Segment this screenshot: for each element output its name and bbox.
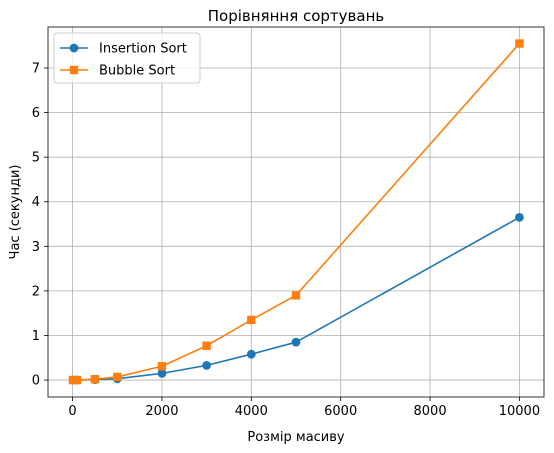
axis-ticks: 0 2000 4000 6000 8000 10000 0 1 2 3 4 5 6 7: [32, 62, 540, 419]
x-tick-label: 6000: [324, 404, 357, 419]
data-point-insertion-sort: [202, 360, 212, 370]
legend-marker-bubble-sort: [69, 65, 79, 75]
legend-marker-insertion-sort: [69, 43, 79, 53]
data-point-insertion-sort: [515, 212, 524, 222]
data-point-bubble-sort: [202, 341, 211, 350]
data-point-insertion-sort: [246, 349, 256, 359]
data-point-insertion-sort: [157, 368, 167, 378]
data-point-bubble-sort: [90, 374, 100, 384]
data-point-bubble-sort: [247, 315, 256, 325]
grid-lines: [48, 27, 544, 397]
data-point-bubble-sort: [157, 362, 167, 371]
series-bubble-sort: [68, 39, 524, 385]
data-point-bubble-sort: [291, 291, 301, 300]
plot-frame: [47, 26, 545, 398]
y-tick-label: 5: [32, 151, 40, 166]
series-layer: [68, 39, 524, 385]
y-tick-label: 1: [32, 329, 40, 344]
data-point-bubble-sort: [72, 375, 82, 385]
x-tick-label: 2000: [145, 404, 178, 419]
x-tick-label: 0: [68, 404, 76, 419]
y-tick-label: 4: [32, 195, 40, 210]
legend-item-insertion-sort: Insertion Sort: [60, 42, 187, 57]
y-tick-label: 0: [32, 374, 40, 389]
x-tick-label: 8000: [414, 404, 447, 419]
y-tick-label: 6: [32, 106, 40, 121]
x-axis-title: Розмір масиву: [247, 430, 345, 445]
y-tick-label: 3: [32, 240, 40, 255]
y-tick-label: 7: [32, 62, 40, 77]
legend-label-insertion-sort: Insertion Sort: [99, 42, 187, 57]
chart-title: Порівняння сортувань: [208, 7, 384, 25]
legend-label-bubble-sort: Bubble Sort: [99, 64, 175, 79]
legend-item-bubble-sort: Bubble Sort: [60, 64, 175, 79]
data-point-bubble-sort: [113, 372, 122, 382]
y-tick-label: 2: [32, 284, 40, 299]
x-tick-label: 10000: [499, 404, 540, 419]
y-axis-title: Час (секунди): [8, 165, 23, 260]
x-tick-label: 4000: [235, 404, 268, 419]
data-point-insertion-sort: [291, 337, 301, 347]
data-point-bubble-sort: [515, 39, 524, 48]
legend-box: [53, 32, 201, 84]
legend: Insertion Sort Bubble Sort: [53, 32, 201, 84]
